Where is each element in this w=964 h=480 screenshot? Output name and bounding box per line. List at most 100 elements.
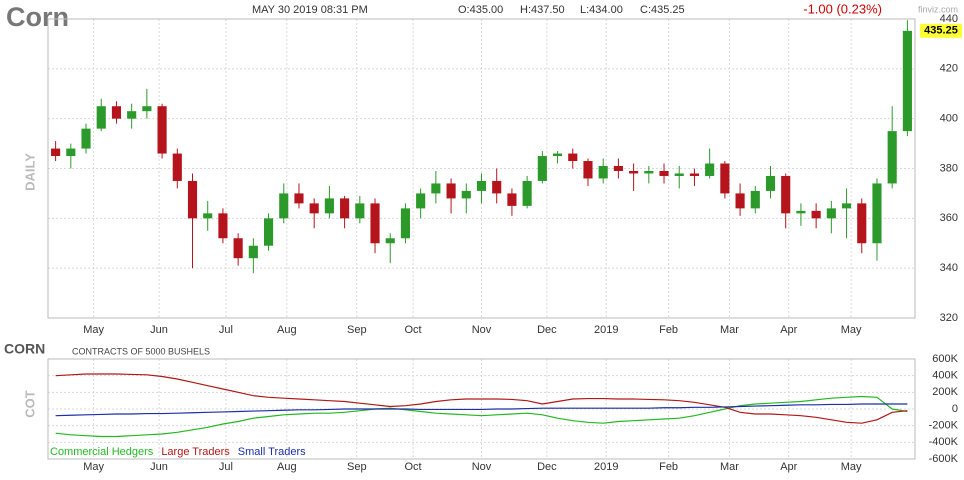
y-tick-label: -200K — [929, 420, 959, 432]
candle-body — [720, 163, 730, 194]
candle-body — [355, 203, 365, 219]
y-tick-label: -600K — [929, 453, 959, 465]
x-tick-label: Apr — [780, 324, 797, 336]
x-tick-label: Aug — [277, 324, 297, 336]
candle-body — [66, 148, 76, 157]
cot-title: CORN — [4, 341, 45, 357]
candle-body — [705, 163, 715, 176]
timestamp: MAY 30 2019 08:31 PM — [252, 4, 368, 16]
x-tick-label: Oct — [404, 324, 421, 336]
legend-entry: Large Traders — [161, 446, 230, 458]
candle-body — [81, 128, 91, 149]
candle-body — [476, 180, 487, 191]
x-tick-label: Jun — [150, 461, 168, 473]
x-tick-label: Oct — [404, 461, 421, 473]
candle-body — [446, 183, 456, 199]
plot-frame — [47, 358, 916, 460]
change-label: -1.00 (0.23%) — [803, 1, 882, 16]
y-tick-label: 0 — [952, 403, 958, 415]
candle-body — [172, 153, 182, 181]
x-tick-label: Jun — [150, 324, 168, 336]
y-tick-label: 400K — [932, 370, 958, 382]
x-tick-label: 2019 — [594, 461, 618, 473]
candle-body — [765, 175, 776, 191]
candle-body — [841, 203, 852, 209]
candle-body — [796, 210, 806, 214]
candle-body — [826, 208, 836, 219]
candle-body — [659, 170, 669, 176]
x-tick-label: Jul — [219, 461, 233, 473]
candle-body — [902, 30, 912, 132]
candle-body — [96, 106, 106, 129]
ohlc-label: H:437.50 — [520, 4, 565, 16]
candle-body — [157, 106, 167, 154]
candle-body — [400, 208, 411, 239]
x-tick-label: Sep — [347, 461, 367, 473]
candle-body — [294, 193, 304, 204]
cot-axis-label: COT — [22, 390, 37, 418]
candle-body — [583, 161, 593, 179]
y-tick-label: 600K — [932, 353, 958, 365]
series-line — [55, 403, 908, 417]
candle-body — [537, 156, 547, 181]
candle-body — [735, 193, 745, 209]
candle-body — [51, 148, 61, 157]
legend-entry: Small Traders — [238, 446, 306, 458]
series-line — [55, 395, 908, 438]
candle-body — [750, 190, 760, 209]
candle-body — [416, 193, 426, 209]
candle-body — [872, 183, 882, 244]
x-tick-label: May — [841, 461, 862, 473]
candle-body — [598, 166, 608, 179]
candle-body — [279, 193, 289, 219]
chart-title: Corn — [6, 2, 69, 32]
candle-body — [644, 170, 654, 174]
y-tick-label: 400 — [940, 113, 958, 125]
y-tick-label: 360 — [940, 212, 958, 224]
x-tick-label: Apr — [780, 461, 797, 473]
candle-body — [385, 238, 395, 244]
candle-body — [857, 203, 867, 244]
candle-body — [127, 111, 137, 119]
ohlc-label: O:435.00 — [458, 4, 503, 16]
y-tick-label: 320 — [940, 312, 958, 324]
x-tick-label: 2019 — [594, 324, 618, 336]
candle-body — [142, 106, 152, 112]
x-tick-label: Mar — [720, 461, 739, 473]
candle-body — [263, 218, 274, 246]
candle-body — [324, 198, 334, 214]
candle-body — [781, 175, 791, 214]
x-tick-label: May — [83, 461, 104, 473]
last-price-box — [920, 23, 962, 38]
candle-body — [203, 213, 213, 219]
candle-body — [507, 193, 517, 206]
ohlc-label: C:435.25 — [640, 4, 685, 16]
y-axis-label: DAILY — [22, 153, 37, 191]
candle-body — [689, 173, 700, 176]
candle-body — [629, 170, 639, 174]
x-tick-label: Feb — [659, 324, 678, 336]
y-tick-label: 420 — [940, 63, 958, 75]
legend-entry: Commercial Hedgers — [50, 446, 154, 458]
cot-subtitle: CONTRACTS OF 5000 BUSHELS — [72, 346, 210, 356]
candle-body — [187, 180, 198, 219]
x-tick-label: May — [841, 324, 862, 336]
candle-body — [370, 203, 380, 244]
candle-body — [492, 180, 502, 194]
candle-body — [674, 173, 684, 176]
y-tick-label: 380 — [940, 162, 958, 174]
x-tick-label: Aug — [277, 461, 297, 473]
x-tick-label: Nov — [472, 324, 492, 336]
last-price-label: 435.25 — [924, 25, 958, 37]
ohlc-label: L:434.00 — [580, 4, 623, 16]
candle-body — [233, 238, 243, 259]
y-tick-label: -400K — [929, 436, 959, 448]
y-tick-label: 200K — [932, 386, 958, 398]
candle-body — [218, 213, 228, 239]
x-tick-label: Dec — [537, 324, 557, 336]
plot-frame — [47, 18, 916, 319]
series-line — [55, 373, 908, 424]
candle-body — [568, 153, 578, 162]
candle-body — [887, 131, 897, 184]
